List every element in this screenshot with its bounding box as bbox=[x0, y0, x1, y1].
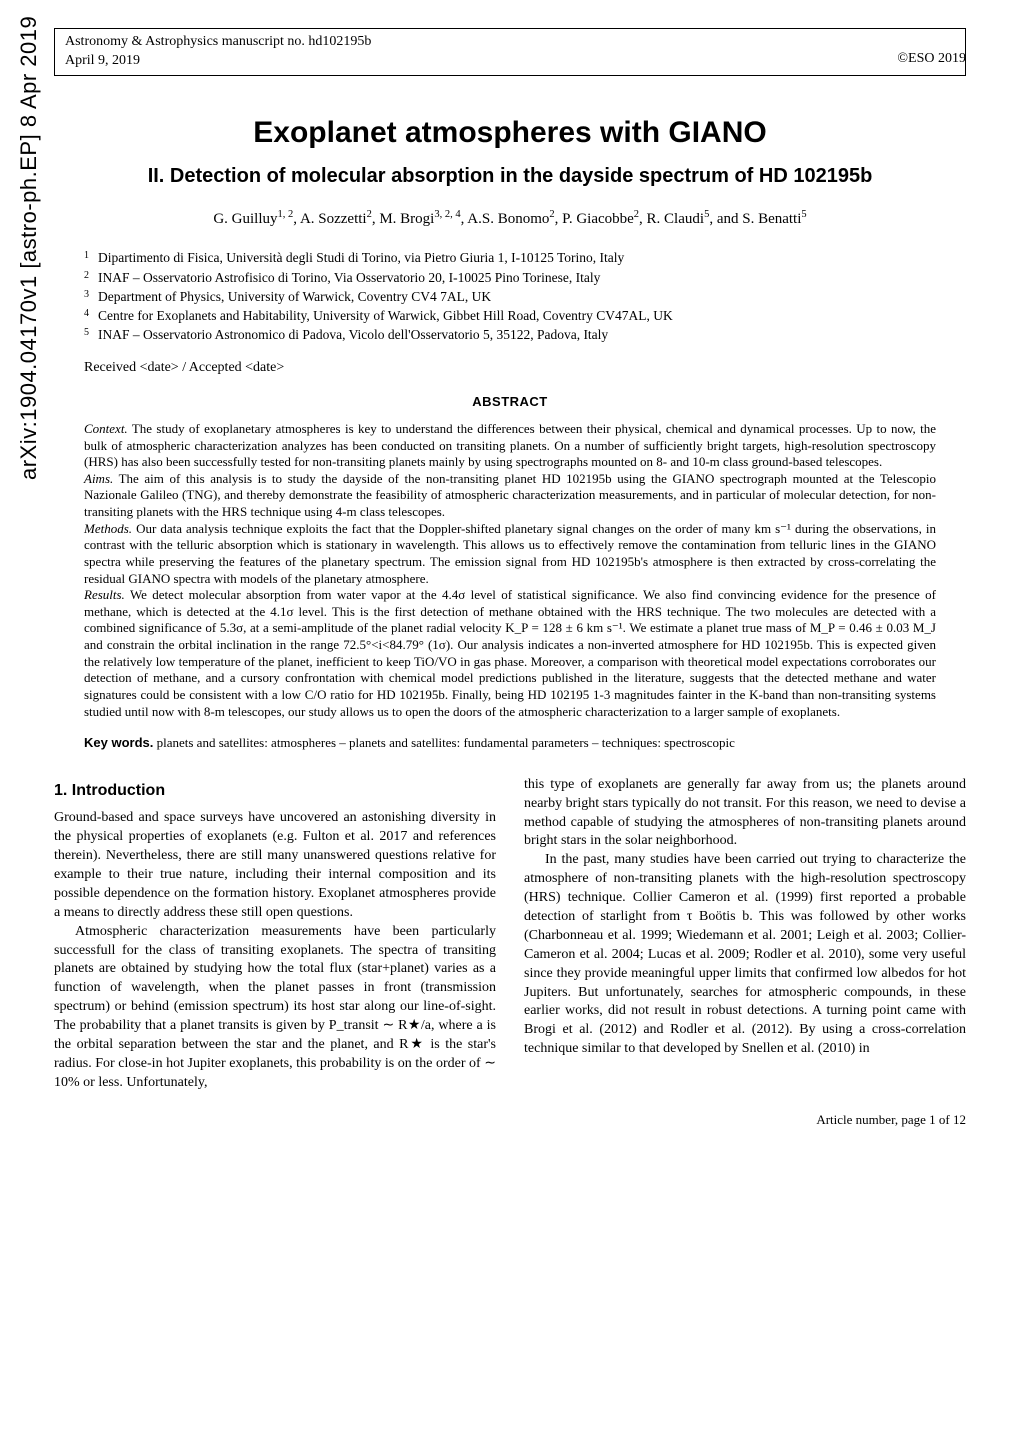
keywords-text: planets and satellites: atmospheres – pl… bbox=[157, 735, 735, 750]
intro-paragraph-1: Ground-based and space surveys have unco… bbox=[54, 809, 496, 922]
abstract-aims-label: Aims. bbox=[84, 471, 113, 486]
affiliation-text: INAF – Osservatorio Astrofisico di Torin… bbox=[98, 269, 600, 287]
intro-paragraph-3: this type of exoplanets are generally fa… bbox=[524, 776, 966, 852]
keywords-line: Key words. planets and satellites: atmos… bbox=[84, 734, 936, 752]
abstract-methods-text: Our data analysis technique exploits the… bbox=[84, 521, 936, 586]
affiliation-text: Dipartimento di Fisica, Università degli… bbox=[98, 249, 624, 267]
affiliations-list: 1 Dipartimento di Fisica, Università deg… bbox=[84, 249, 936, 344]
affiliation-row: 3 Department of Physics, University of W… bbox=[84, 288, 936, 306]
affiliation-number: 5 bbox=[84, 326, 98, 344]
arxiv-identifier: arXiv:1904.04170v1 [astro-ph.EP] 8 Apr 2… bbox=[14, 16, 44, 480]
abstract-results-label: Results. bbox=[84, 587, 125, 602]
affiliation-row: 1 Dipartimento di Fisica, Università deg… bbox=[84, 249, 936, 267]
section-heading-introduction: 1. Introduction bbox=[54, 780, 496, 802]
abstract-context-text: The study of exoplanetary atmospheres is… bbox=[84, 421, 936, 469]
journal-date-line: April 9, 2019 bbox=[65, 52, 371, 71]
abstract-aims-text: The aim of this analysis is to study the… bbox=[84, 471, 936, 519]
affiliation-row: 4 Centre for Exoplanets and Habitability… bbox=[84, 307, 936, 325]
affiliation-number: 2 bbox=[84, 269, 98, 287]
affiliation-number: 4 bbox=[84, 307, 98, 325]
affiliation-text: Centre for Exoplanets and Habitability, … bbox=[98, 307, 673, 325]
abstract-methods-label: Methods. bbox=[84, 521, 132, 536]
intro-paragraph-4: In the past, many studies have been carr… bbox=[524, 851, 966, 1059]
intro-paragraph-2: Atmospheric characterization measurement… bbox=[54, 923, 496, 1093]
affiliation-row: 2 INAF – Osservatorio Astrofisico di Tor… bbox=[84, 269, 936, 287]
affiliation-text: Department of Physics, University of War… bbox=[98, 288, 491, 306]
affiliation-text: INAF – Osservatorio Astronomico di Padov… bbox=[98, 326, 608, 344]
received-accepted-line: Received <date> / Accepted <date> bbox=[84, 359, 936, 378]
abstract-heading: ABSTRACT bbox=[54, 393, 966, 411]
abstract-results-text: We detect molecular absorption from wate… bbox=[84, 587, 936, 718]
keywords-label: Key words. bbox=[84, 735, 153, 750]
paper-subtitle: II. Detection of molecular absorption in… bbox=[54, 163, 966, 190]
author-list: G. Guilluy1, 2, A. Sozzetti2, M. Brogi3,… bbox=[54, 208, 966, 229]
abstract-context-label: Context. bbox=[84, 421, 128, 436]
abstract-body: Context. The study of exoplanetary atmos… bbox=[84, 421, 936, 720]
paper-title: Exoplanet atmospheres with GIANO bbox=[54, 113, 966, 154]
affiliation-number: 1 bbox=[84, 249, 98, 267]
journal-manuscript-line: Astronomy & Astrophysics manuscript no. … bbox=[65, 33, 371, 52]
affiliation-row: 5 INAF – Osservatorio Astronomico di Pad… bbox=[84, 326, 936, 344]
affiliation-number: 3 bbox=[84, 288, 98, 306]
page-footer: Article number, page 1 of 12 bbox=[54, 1111, 966, 1129]
body-two-column: 1. Introduction Ground-based and space s… bbox=[54, 776, 966, 1093]
